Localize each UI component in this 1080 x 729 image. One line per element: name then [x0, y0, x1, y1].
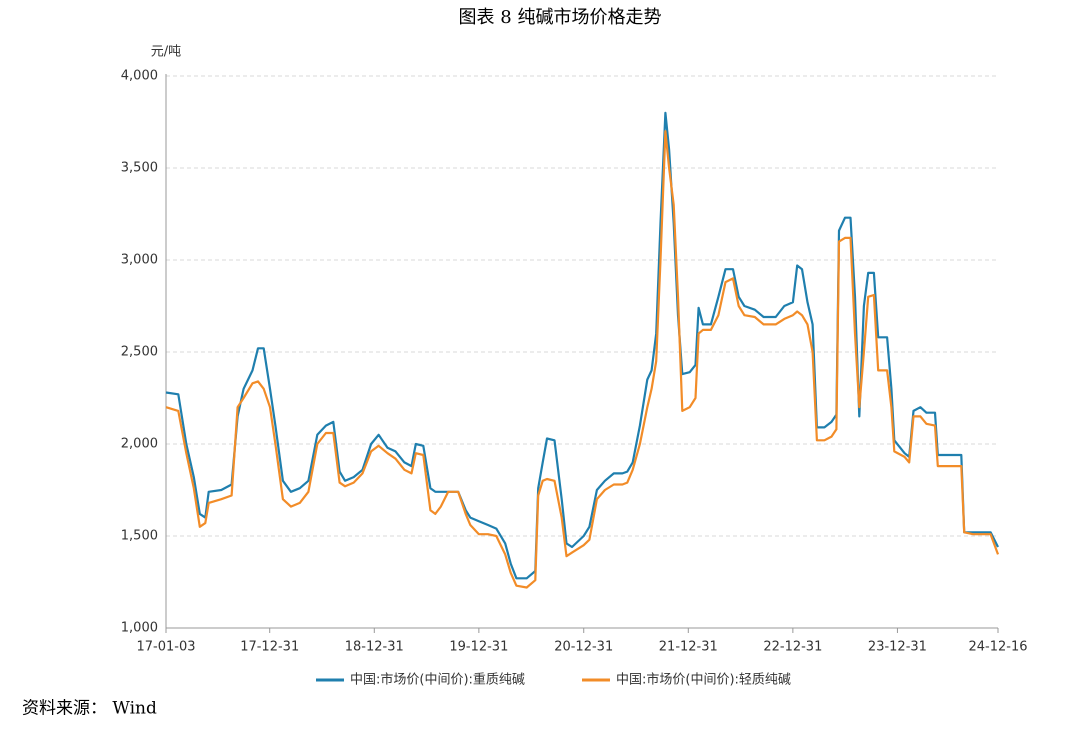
x-tick-label: 17-01-03 — [136, 640, 195, 655]
y-tick-label: 4,000 — [121, 69, 158, 84]
y-tick-label: 2,500 — [121, 345, 158, 360]
y-tick-label: 1,000 — [121, 621, 158, 636]
y-tick-label: 3,500 — [121, 161, 158, 176]
x-tick-label: 19-12-31 — [449, 640, 508, 655]
y-tick-label: 2,000 — [121, 437, 158, 452]
legend-label: 中国:市场价(中间价):轻质纯碱 — [616, 672, 791, 688]
x-tick-label: 22-12-31 — [763, 640, 822, 655]
y-tick-label: 1,500 — [121, 529, 158, 544]
series-line — [165, 130, 1000, 589]
x-tick-label: 23-12-31 — [868, 640, 927, 655]
x-tick-label: 21-12-31 — [659, 640, 718, 655]
x-tick-label: 24-12-16 — [968, 640, 1027, 655]
series-line — [165, 111, 999, 580]
legend-label: 中国:市场价(中间价):重质纯碱 — [350, 672, 525, 688]
x-tick-label: 17-12-31 — [240, 640, 299, 655]
x-tick-label: 18-12-31 — [345, 640, 404, 655]
x-tick-label: 20-12-31 — [554, 640, 613, 655]
source-note: 资料来源： Wind — [22, 699, 157, 719]
y-axis-unit: 元/吨 — [151, 45, 181, 60]
y-tick-label: 3,000 — [121, 253, 158, 268]
chart-title: 图表 8 纯碱市场价格走势 — [459, 7, 662, 28]
